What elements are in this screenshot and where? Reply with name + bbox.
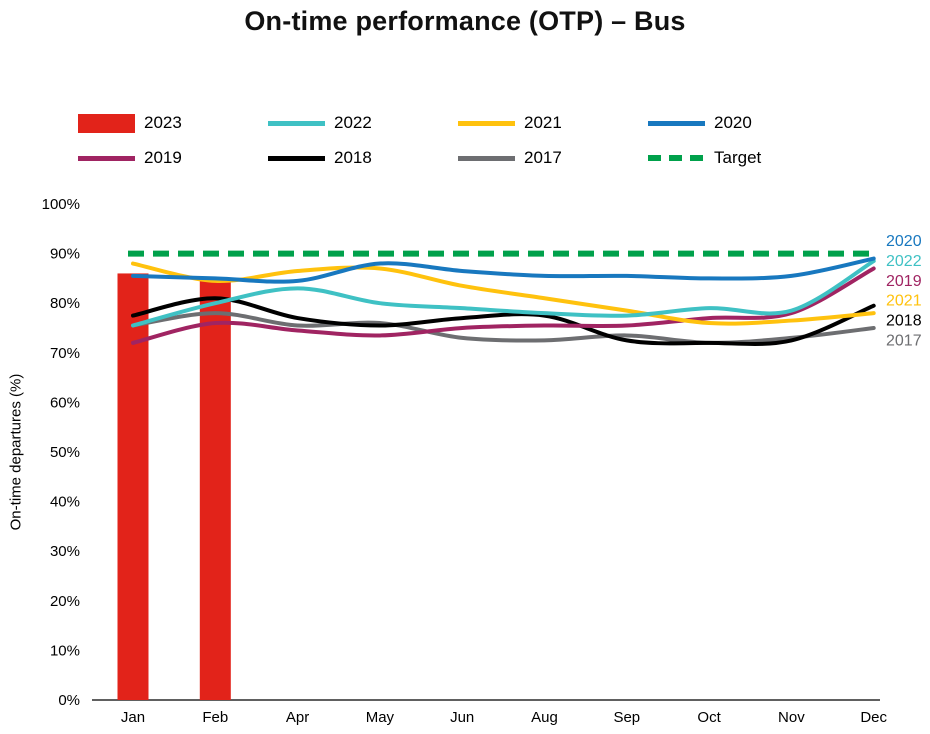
series-end-label-2017: 2017: [886, 332, 922, 349]
series-end-label-2019: 2019: [886, 273, 922, 290]
x-tick-label-may: May: [366, 709, 395, 726]
legend-label: 2020: [714, 113, 752, 132]
x-tick-label-jun: Jun: [450, 709, 474, 726]
legend-label: Target: [714, 148, 762, 167]
y-tick-label-50: 50%: [50, 444, 80, 461]
legend-item-2019: 2019: [78, 148, 268, 168]
y-tick-label-90: 90%: [50, 246, 80, 263]
y-tick-label-40: 40%: [50, 494, 80, 511]
legend-item-2018: 2018: [268, 148, 458, 168]
legend-label: 2018: [334, 148, 372, 167]
series-line-2018: [131, 296, 876, 346]
series-end-label-2018: 2018: [886, 313, 922, 330]
dashed-line-swatch-icon: [648, 155, 705, 161]
line-swatch-icon: [78, 155, 135, 161]
series-end-label-2020: 2020: [886, 233, 922, 250]
line-swatch-icon: [268, 120, 325, 126]
legend-label: 2017: [524, 148, 562, 167]
x-tick-label-jan: Jan: [121, 709, 145, 726]
x-tick-label-aug: Aug: [531, 709, 558, 726]
y-tick-label-100: 100%: [42, 196, 80, 213]
bar-2023-jan: [117, 273, 149, 700]
y-tick-label-80: 80%: [50, 295, 80, 312]
line-swatch-icon: [458, 120, 515, 126]
legend-label: 2023: [144, 113, 182, 132]
x-tick-label-feb: Feb: [202, 709, 228, 726]
line-swatch-icon: [268, 155, 325, 161]
y-tick-label-70: 70%: [50, 345, 80, 362]
series-line-2020: [131, 256, 876, 284]
series-end-label-2022: 2022: [886, 253, 922, 270]
x-tick-label-sep: Sep: [613, 709, 640, 726]
legend-item-2020: 2020: [648, 113, 848, 133]
y-tick-label-60: 60%: [50, 394, 80, 411]
series-line-2022: [131, 259, 876, 328]
chart-title: On-time performance (OTP) – Bus: [244, 6, 686, 36]
line-swatch-icon: [648, 120, 705, 126]
y-tick-label-10: 10%: [50, 642, 80, 659]
x-tick-label-apr: Apr: [286, 709, 309, 726]
x-tick-label-nov: Nov: [778, 709, 805, 726]
legend-label: 2021: [524, 113, 562, 132]
legend-item-2022: 2022: [268, 113, 458, 133]
bar-2023-feb: [199, 278, 231, 700]
legend-item-target: Target: [648, 148, 848, 168]
y-tick-label-0: 0%: [58, 692, 80, 709]
bar-swatch-icon: [78, 113, 135, 133]
legend-item-2017: 2017: [458, 148, 648, 168]
y-tick-label-30: 30%: [50, 543, 80, 560]
legend-label: 2019: [144, 148, 182, 167]
legend-item-2023: 2023: [78, 113, 268, 133]
legend: 2023 2022 2021 2020 2019 2018 2017 Target: [78, 113, 848, 168]
legend-item-2021: 2021: [458, 113, 648, 133]
series-end-label-2021: 2021: [886, 293, 922, 310]
series-line-2017: [131, 311, 876, 345]
x-tick-label-dec: Dec: [860, 709, 887, 726]
x-tick-label-oct: Oct: [697, 709, 721, 726]
line-swatch-icon: [458, 155, 515, 161]
series-line-2021: [131, 261, 876, 326]
series-line-2019: [131, 266, 876, 345]
y-tick-label-20: 20%: [50, 593, 80, 610]
legend-label: 2022: [334, 113, 372, 132]
